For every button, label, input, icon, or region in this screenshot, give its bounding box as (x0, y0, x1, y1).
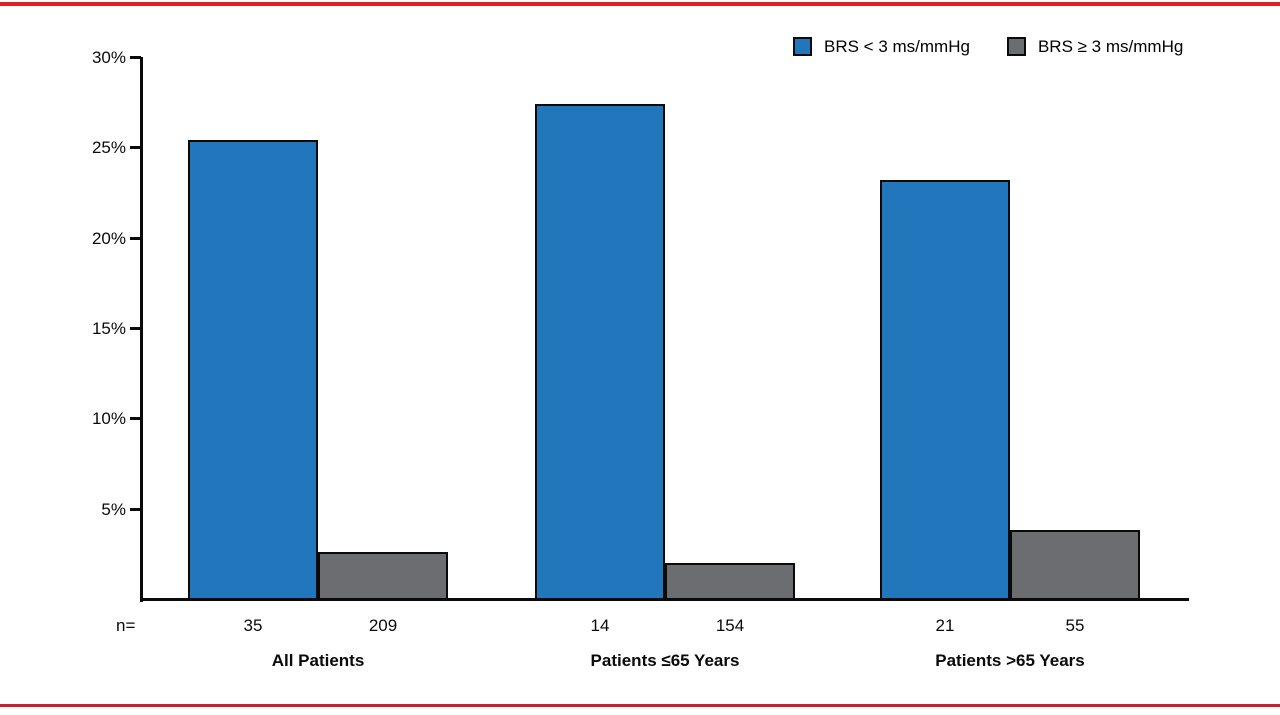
bar-brs-high (1010, 530, 1140, 600)
legend-item-brs-high: BRS ≥ 3 ms/mmHg (1006, 36, 1184, 56)
bar-brs-low (880, 179, 1010, 600)
n-value: 35 (243, 616, 263, 635)
y-axis-tick-label: 15% (91, 319, 126, 338)
legend-swatch-gray (1006, 37, 1026, 56)
category-label: Patients ≤65 Years (590, 651, 740, 670)
y-axis-tick (130, 327, 141, 330)
legend-item-brs-low: BRS < 3 ms/mmHg (793, 37, 970, 56)
n-value: 209 (368, 616, 398, 635)
legend-swatch-blue (793, 37, 812, 56)
y-axis-tick (130, 236, 141, 240)
bar-brs-low (535, 103, 665, 600)
y-axis-tick (130, 146, 141, 150)
y-axis-tick-label: 5% (101, 499, 126, 519)
category-label: Patients >65 Years (935, 651, 1085, 670)
top-red-rule (0, 2, 1280, 6)
bar-brs-high (665, 562, 795, 600)
legend-label-brs-low: BRS < 3 ms/mmHg (824, 36, 970, 56)
chart-legend: BRS < 3 ms/mmHg BRS ≥ 3 ms/mmHg (793, 37, 1183, 56)
n-value: 55 (1065, 616, 1085, 635)
y-axis-tick (130, 417, 141, 421)
y-axis-tick-label: 30% (91, 48, 126, 68)
y-axis-line (140, 57, 143, 602)
category-label: All Patients (271, 651, 365, 670)
legend-label-brs-high: BRS ≥ 3 ms/mmHg (1037, 36, 1184, 56)
y-axis-tick-label: 20% (91, 228, 126, 248)
y-axis-tick-label: 25% (91, 138, 126, 158)
n-value: 21 (935, 616, 955, 635)
y-axis-tick (130, 507, 141, 511)
n-value: 154 (715, 616, 745, 635)
bar-brs-high (318, 552, 448, 600)
y-axis-tick-label: 10% (91, 409, 126, 429)
n-value: 14 (590, 616, 610, 635)
n-equals-label: n= (116, 616, 136, 635)
y-axis-tick (130, 56, 141, 60)
bottom-red-rule (0, 704, 1280, 707)
bar-brs-low (188, 140, 318, 600)
